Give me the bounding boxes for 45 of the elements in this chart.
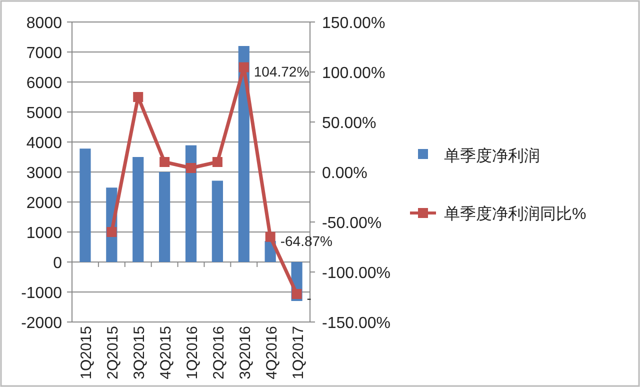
y2-tick-label: 150.00%	[322, 15, 386, 32]
point	[160, 157, 170, 167]
data-label: -	[306, 290, 312, 306]
legend-label: 单季度净利润	[444, 147, 540, 165]
x-tick-label: 4Q2016	[263, 326, 280, 380]
y-tick-label: 1000	[26, 225, 62, 242]
bar	[159, 172, 170, 262]
x-tick-label: 3Q2015	[131, 326, 148, 380]
y-tick-label: 7000	[26, 45, 62, 62]
x-tick-label: 3Q2016	[236, 326, 254, 380]
legend-label: 单季度净利润同比%	[444, 205, 586, 223]
bar	[185, 145, 197, 262]
x-tick-label: 1Q2016	[184, 326, 201, 380]
point	[106, 227, 117, 237]
y-tick-label: -2000	[21, 315, 62, 332]
y-tick-label: 6000	[26, 75, 62, 92]
data-label: -64.87%	[280, 232, 332, 249]
y2-tick-label: -100.00%	[322, 265, 390, 282]
point	[186, 163, 196, 173]
x-tick-label: 2Q2015	[104, 326, 122, 380]
bar	[132, 157, 144, 262]
point	[292, 289, 302, 299]
y-tick-label: 3000	[26, 165, 62, 182]
x-tick-label: 4Q2015	[158, 326, 175, 380]
y2-tick-label: -150.00%	[322, 315, 390, 332]
bar	[80, 148, 91, 262]
point	[265, 232, 276, 242]
y-tick-label: 8000	[26, 15, 62, 32]
y-tick-label: -1000	[21, 285, 62, 302]
y-tick-label: 4000	[26, 135, 62, 152]
data-label: 104.72%	[254, 63, 310, 80]
y2-tick-label: 50.00%	[322, 115, 376, 132]
point	[212, 157, 222, 167]
y2-tick-label: -50.00%	[322, 215, 382, 232]
x-tick-label: 1Q2017	[290, 326, 307, 380]
y-tick-label: 0	[53, 255, 62, 272]
y2-tick-label: 0.00%	[322, 165, 368, 182]
point	[133, 92, 144, 102]
x-tick-label: 2Q2016	[210, 326, 228, 380]
bar	[212, 180, 223, 262]
y-tick-label: 5000	[26, 105, 62, 122]
y-tick-label: 2000	[26, 195, 62, 212]
y2-tick-label: 100.00%	[322, 65, 386, 82]
point	[238, 62, 249, 72]
x-tick-label: 1Q2015	[78, 326, 96, 380]
